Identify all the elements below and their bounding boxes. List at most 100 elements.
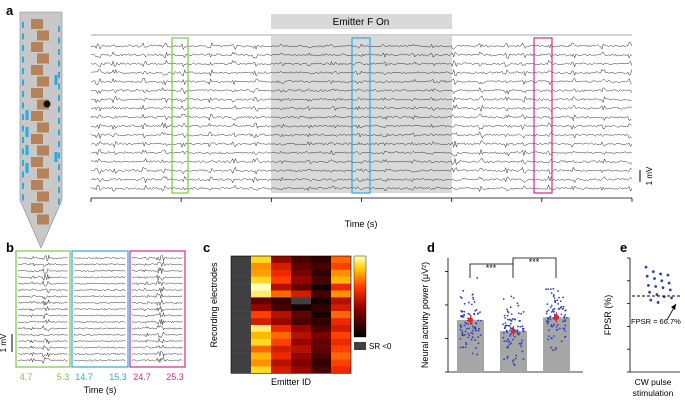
d-point: [553, 335, 555, 337]
heatmap-cell: [331, 352, 351, 360]
d-point: [562, 305, 565, 308]
d-point: [509, 329, 511, 332]
heatmap-cell: [231, 262, 251, 270]
d-point: [477, 342, 480, 345]
window-blue: [351, 37, 371, 194]
heatmap-cell: [311, 256, 331, 264]
heatmap-cell: [231, 269, 251, 277]
b-trace: [73, 340, 126, 343]
b-tick-1: 4.7: [20, 372, 33, 382]
probe-side-mark: [22, 91, 24, 97]
d-point: [549, 306, 552, 309]
b-trace: [17, 312, 68, 320]
emitter-on-label: Emitter F On: [333, 17, 390, 28]
b-trace: [17, 299, 68, 306]
d-point: [471, 329, 474, 332]
probe-side-mark: [22, 183, 24, 189]
heatmap-cell: [271, 318, 291, 326]
heatmap-cell: [251, 304, 271, 312]
heatmap-cell: [251, 290, 271, 298]
d-point: [513, 318, 516, 321]
d-point: [506, 318, 509, 321]
d-point: [556, 328, 559, 331]
b-trace: [17, 280, 68, 287]
probe-side-mark: [58, 106, 60, 113]
d-point: [508, 340, 511, 343]
panel-d-letter: d: [427, 240, 435, 255]
heatmap-cell: [311, 311, 331, 319]
probe-reference-dot: [43, 100, 51, 108]
d-point: [553, 307, 556, 310]
probe-side-mark: [22, 22, 24, 28]
d-point: [461, 334, 464, 337]
window-green: [171, 37, 189, 194]
heatmap-cell: [271, 338, 291, 346]
panel-b-letter: b: [6, 240, 14, 255]
d-point: [506, 308, 508, 311]
d-point: [463, 324, 466, 327]
d-point: [512, 362, 515, 365]
b-trace: [131, 292, 183, 299]
d-point: [516, 302, 519, 305]
d-point: [477, 336, 480, 339]
c-ylabel: Recording electrodes: [209, 262, 219, 348]
heatmap-cell: [231, 256, 251, 264]
d-point: [509, 322, 512, 325]
trace-13: [90, 140, 632, 149]
e-point: [655, 293, 659, 296]
probe-site-18: [37, 214, 49, 225]
b-trace: [131, 274, 183, 281]
heatmap-cell: [291, 256, 311, 264]
probe-emitter-F: [25, 163, 29, 173]
probe-side-mark: [58, 129, 60, 136]
probe-site-11: [31, 134, 43, 144]
probe-side-mark: [58, 198, 60, 205]
d-point: [470, 338, 473, 341]
d-point: [477, 312, 480, 315]
d-point: [477, 329, 480, 332]
d-point: [508, 343, 511, 346]
d-point: [562, 307, 564, 310]
probe-site-3: [31, 42, 43, 52]
probe-diagram: [19, 11, 63, 249]
heatmap-cell: [251, 276, 271, 284]
e-point: [666, 273, 670, 277]
heatmap-cell: [291, 283, 311, 291]
b-box-magenta: [129, 250, 186, 368]
heatmap-cell: [231, 311, 251, 319]
d-point: [478, 327, 481, 330]
e-point: [656, 301, 660, 304]
d-point: [473, 312, 476, 315]
heatmap-cell: [331, 338, 351, 346]
heatmap-cell: [291, 359, 311, 367]
probe-site-17: [31, 203, 43, 213]
b-trace: [73, 346, 126, 349]
d-point: [459, 346, 462, 349]
d-point: [476, 277, 479, 279]
heatmap-cell: [231, 290, 251, 298]
emitter-on-label-bg: [271, 14, 452, 29]
heatmap-cell: [331, 345, 351, 353]
d-point: [519, 319, 521, 322]
e-point: [661, 286, 665, 290]
d-point: [468, 327, 471, 330]
panel-e-letter: e: [620, 240, 627, 255]
heatmap-cell: [231, 304, 251, 312]
d-point: [548, 316, 551, 319]
heatmap-cell: [291, 345, 311, 353]
heatmap-cell: [251, 366, 271, 374]
heatmap-cell: [271, 262, 291, 270]
probe-side-mark: [22, 125, 24, 132]
heatmap-cell: [251, 338, 271, 346]
d-point: [467, 336, 470, 339]
heatmap-cell: [231, 331, 251, 339]
probe-side-mark: [22, 68, 24, 74]
probe-emitter-C: [25, 127, 29, 137]
d-point: [479, 334, 482, 337]
b-box-blue: [71, 250, 129, 368]
panel-c-letter: c: [203, 240, 210, 255]
heatmap-cell: [311, 269, 331, 277]
b-trace: [17, 288, 68, 294]
d-point: [557, 323, 559, 326]
d-point: [472, 296, 474, 299]
